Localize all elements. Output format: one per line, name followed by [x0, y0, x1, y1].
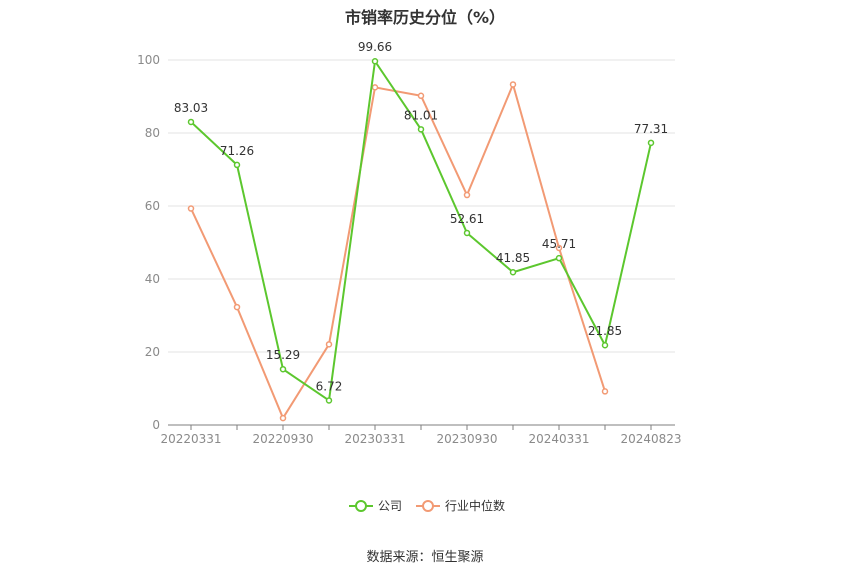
point-s1-5[interactable] — [417, 92, 425, 100]
point-s0-5[interactable] — [417, 126, 425, 133]
data-label-4: 99.66 — [358, 40, 392, 54]
series-line-1 — [190, 83, 606, 420]
y-axis-ticks: 0 20 40 60 80 100 — [137, 53, 160, 432]
x-tick-label-20240331: 20240331 — [528, 432, 589, 446]
legend-marker-0 — [355, 500, 367, 512]
legend-item-0[interactable]: 公司 — [349, 499, 402, 513]
point-s0-7[interactable] — [509, 268, 517, 276]
y-tick-label-0: 0 — [152, 418, 160, 432]
point-s1-4[interactable] — [371, 84, 379, 91]
point-s0-2[interactable] — [279, 365, 287, 373]
grid-lines — [168, 59, 675, 353]
point-s1-0[interactable] — [187, 205, 195, 212]
point-s0-1[interactable] — [233, 161, 241, 169]
data-label-0: 83.03 — [174, 101, 208, 115]
data-label-8: 45.71 — [542, 237, 576, 251]
x-tick-label-20240823: 20240823 — [620, 432, 681, 446]
data-label-7: 41.85 — [496, 251, 530, 265]
point-s0-9[interactable] — [601, 341, 609, 349]
point-s0-6[interactable] — [463, 229, 471, 237]
point-s0-8[interactable] — [555, 254, 563, 262]
data-label-6: 52.61 — [450, 212, 484, 226]
data-label-3: 6.72 — [316, 379, 343, 393]
point-s1-1[interactable] — [233, 303, 241, 311]
legend-marker-1 — [422, 500, 434, 512]
point-s0-4[interactable] — [371, 57, 379, 65]
x-tick-label-20220331: 20220331 — [160, 432, 221, 446]
data-label-2: 15.29 — [266, 348, 300, 362]
x-tick-label-20230331: 20230331 — [344, 432, 405, 446]
point-s1-6[interactable] — [463, 191, 471, 199]
y-tick-label-20: 20 — [145, 345, 160, 359]
legend-item-1[interactable]: 行业中位数 — [416, 498, 505, 513]
point-s0-10[interactable] — [647, 139, 655, 147]
point-s1-3[interactable] — [325, 341, 333, 348]
legend[interactable]: 公司 行业中位数 — [349, 498, 505, 513]
data-label-9: 21.85 — [588, 324, 622, 338]
point-s1-9[interactable] — [601, 388, 609, 395]
data-label-1: 71.26 — [220, 144, 254, 158]
point-s0-0[interactable] — [187, 118, 195, 126]
chart-title: 市销率历史分位（%） — [344, 8, 506, 27]
point-s1-8[interactable] — [555, 244, 563, 252]
series-group — [187, 57, 655, 422]
x-tick-label-20220930: 20220930 — [252, 432, 313, 446]
source-note: 数据来源：恒生聚源 — [366, 550, 484, 565]
data-labels: 83.03 71.26 15.29 6.72 99.66 81.01 52.61 41.85 4… — [174, 40, 668, 393]
legend-label-1: 行业中位数 — [445, 498, 505, 513]
y-tick-label-60: 60 — [145, 199, 160, 213]
x-axis-ticks: 20220331 20220930 20230331 20230930 20240331… — [160, 425, 682, 446]
point-s1-2[interactable] — [279, 414, 287, 422]
x-tick-label-20230930: 20230930 — [436, 432, 497, 446]
y-tick-label-100: 100 — [137, 53, 160, 67]
data-label-10: 77.31 — [634, 122, 668, 136]
legend-label-0: 公司 — [378, 499, 402, 513]
point-s0-3[interactable] — [325, 397, 333, 404]
y-tick-label-80: 80 — [145, 126, 160, 140]
point-s1-7[interactable] — [509, 81, 517, 88]
y-tick-label-40: 40 — [145, 272, 160, 286]
data-label-5: 81.01 — [404, 108, 438, 122]
